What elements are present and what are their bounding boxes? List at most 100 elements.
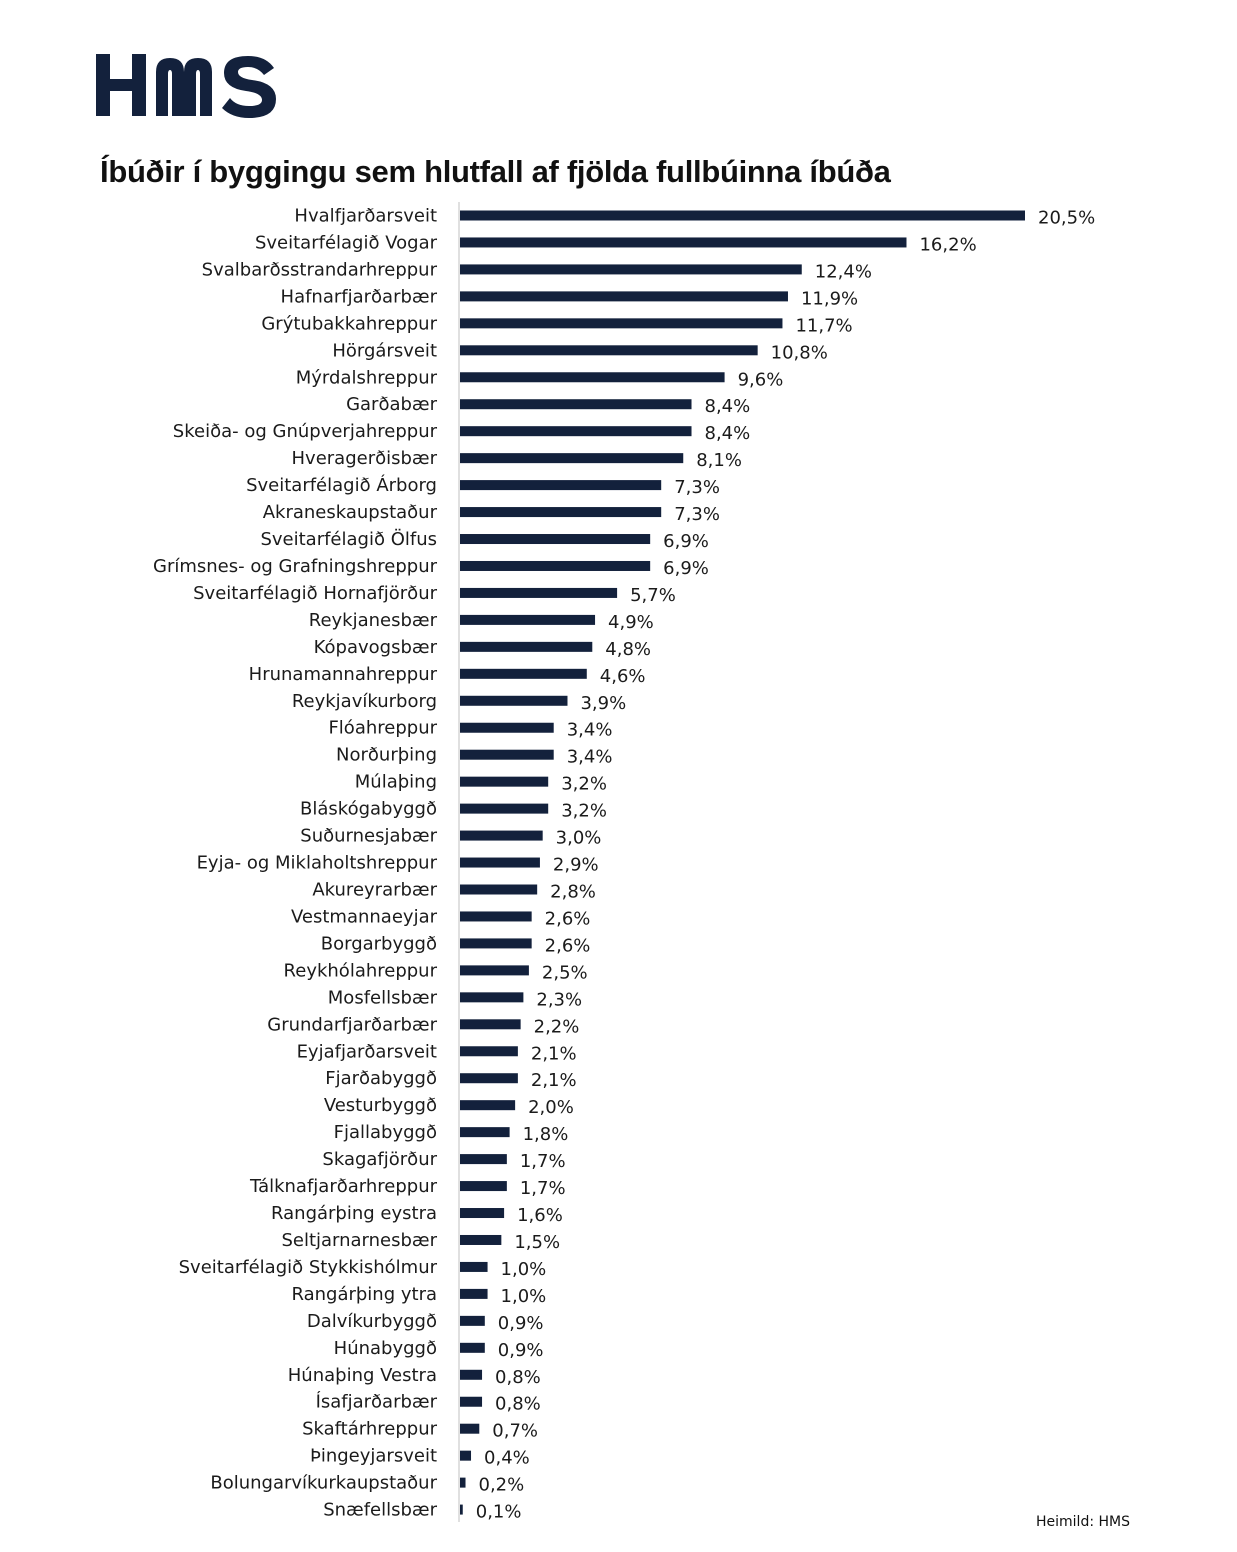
bar [460, 1073, 518, 1084]
bar [460, 318, 783, 329]
value-label: 4,9% [608, 612, 654, 633]
value-label: 3,4% [567, 747, 613, 768]
bar [460, 803, 549, 814]
category-label: Suðurnesjabær [300, 826, 437, 847]
bar [460, 1315, 485, 1326]
category-label: Akureyrarbær [312, 880, 437, 901]
value-label: 6,9% [663, 558, 709, 579]
value-label: 0,2% [479, 1475, 525, 1496]
bar [460, 264, 802, 275]
value-label: 6,9% [663, 531, 709, 552]
category-label: Húnabyggð [334, 1338, 437, 1359]
bar [460, 614, 596, 625]
category-label: Rangárþing eystra [271, 1203, 437, 1224]
value-label: 2,5% [542, 962, 588, 983]
category-label: Grýtubakkahreppur [261, 313, 437, 334]
category-label: Grundarfjarðarbær [267, 1014, 437, 1035]
category-label: Hörgársveit [332, 340, 437, 361]
value-label: 1,0% [501, 1286, 547, 1307]
bar [460, 857, 540, 868]
value-label: 0,8% [495, 1367, 541, 1388]
value-label: 3,2% [561, 801, 607, 822]
category-label: Flóahreppur [328, 718, 437, 739]
category-label: Dalvíkurbyggð [307, 1311, 437, 1332]
category-label: Reykhólahreppur [284, 960, 438, 981]
value-label: 10,8% [771, 342, 828, 363]
value-label: 11,9% [801, 288, 858, 309]
value-label: 0,9% [498, 1340, 544, 1361]
value-label: 2,6% [545, 908, 591, 929]
category-label: Hafnarfjarðarbær [281, 286, 438, 307]
bar [460, 426, 692, 437]
chart-title: Íbúðir í byggingu sem hlutfall af fjölda… [100, 154, 891, 189]
bar [460, 1046, 518, 1057]
bar [460, 480, 662, 491]
value-label: 7,3% [674, 504, 720, 525]
bar [460, 210, 1025, 221]
value-label: 2,8% [550, 882, 596, 903]
value-label: 4,6% [600, 666, 646, 687]
value-label: 11,7% [795, 315, 852, 336]
bar [460, 830, 543, 841]
value-label: 0,1% [476, 1502, 522, 1523]
bar [460, 453, 684, 464]
value-label: 4,8% [605, 639, 651, 660]
source-note: Heimild: HMS [1036, 1514, 1130, 1530]
value-label: 8,4% [705, 396, 751, 417]
category-label: Skagafjörður [322, 1149, 437, 1170]
bar [460, 1396, 483, 1407]
bar [460, 587, 618, 598]
category-label: Akraneskaupstaður [263, 502, 438, 523]
category-label: Sveitarfélagið Árborg [246, 474, 437, 496]
bar [460, 1504, 463, 1515]
bar [460, 1154, 507, 1165]
value-label: 2,0% [528, 1097, 574, 1118]
category-label: Grímsnes- og Grafningshreppur [153, 556, 438, 577]
category-label: Snæfellsbær [323, 1500, 437, 1521]
value-label: 0,4% [484, 1448, 530, 1469]
value-label: 2,6% [545, 935, 591, 956]
category-label: Norðurþing [336, 745, 437, 766]
bar [460, 722, 554, 733]
value-label: 8,1% [696, 450, 742, 471]
value-label: 12,4% [815, 261, 872, 282]
category-label: Sveitarfélagið Ölfus [260, 528, 437, 550]
value-label: 2,1% [531, 1043, 577, 1064]
hms-logo-mark [96, 54, 276, 118]
category-label: Reykjanesbær [309, 610, 438, 631]
bar [460, 992, 524, 1003]
category-label: Ísafjarðarbær [316, 1391, 438, 1413]
category-label: Seltjarnarnesbær [281, 1230, 437, 1251]
value-label: 1,0% [501, 1259, 547, 1280]
bar [460, 965, 529, 976]
bar [460, 291, 788, 302]
category-label: Hveragerðisbær [292, 448, 438, 469]
value-label: 3,2% [561, 774, 607, 795]
bar [460, 641, 593, 652]
category-label: Bolungarvíkurkaupstaður [210, 1473, 437, 1494]
category-label: Húnaþing Vestra [288, 1365, 437, 1386]
bar [460, 1100, 516, 1111]
category-label: Borgarbyggð [321, 933, 437, 954]
bar [460, 911, 532, 922]
bar [460, 1261, 488, 1272]
category-label: Reykjavíkurborg [292, 691, 437, 712]
category-label: Mýrdalshreppur [296, 367, 438, 388]
bar [460, 1369, 483, 1380]
category-label: Mosfellsbær [328, 987, 438, 1008]
bar [460, 1181, 507, 1192]
bar [460, 1234, 502, 1245]
value-label: 3,4% [567, 720, 613, 741]
value-label: 2,9% [553, 855, 599, 876]
category-label: Þingeyjarsveit [310, 1446, 437, 1467]
category-label: Fjarðabyggð [325, 1068, 437, 1089]
value-label: 1,6% [517, 1205, 563, 1226]
category-label: Sveitarfélagið Hornafjörður [193, 583, 437, 604]
bar [460, 560, 651, 571]
value-label: 1,7% [520, 1178, 566, 1199]
bar [460, 1342, 485, 1353]
value-label: 3,9% [580, 693, 626, 714]
category-label: Skeiða- og Gnúpverjahreppur [173, 421, 438, 442]
value-label: 7,3% [674, 477, 720, 498]
bar [460, 507, 662, 518]
